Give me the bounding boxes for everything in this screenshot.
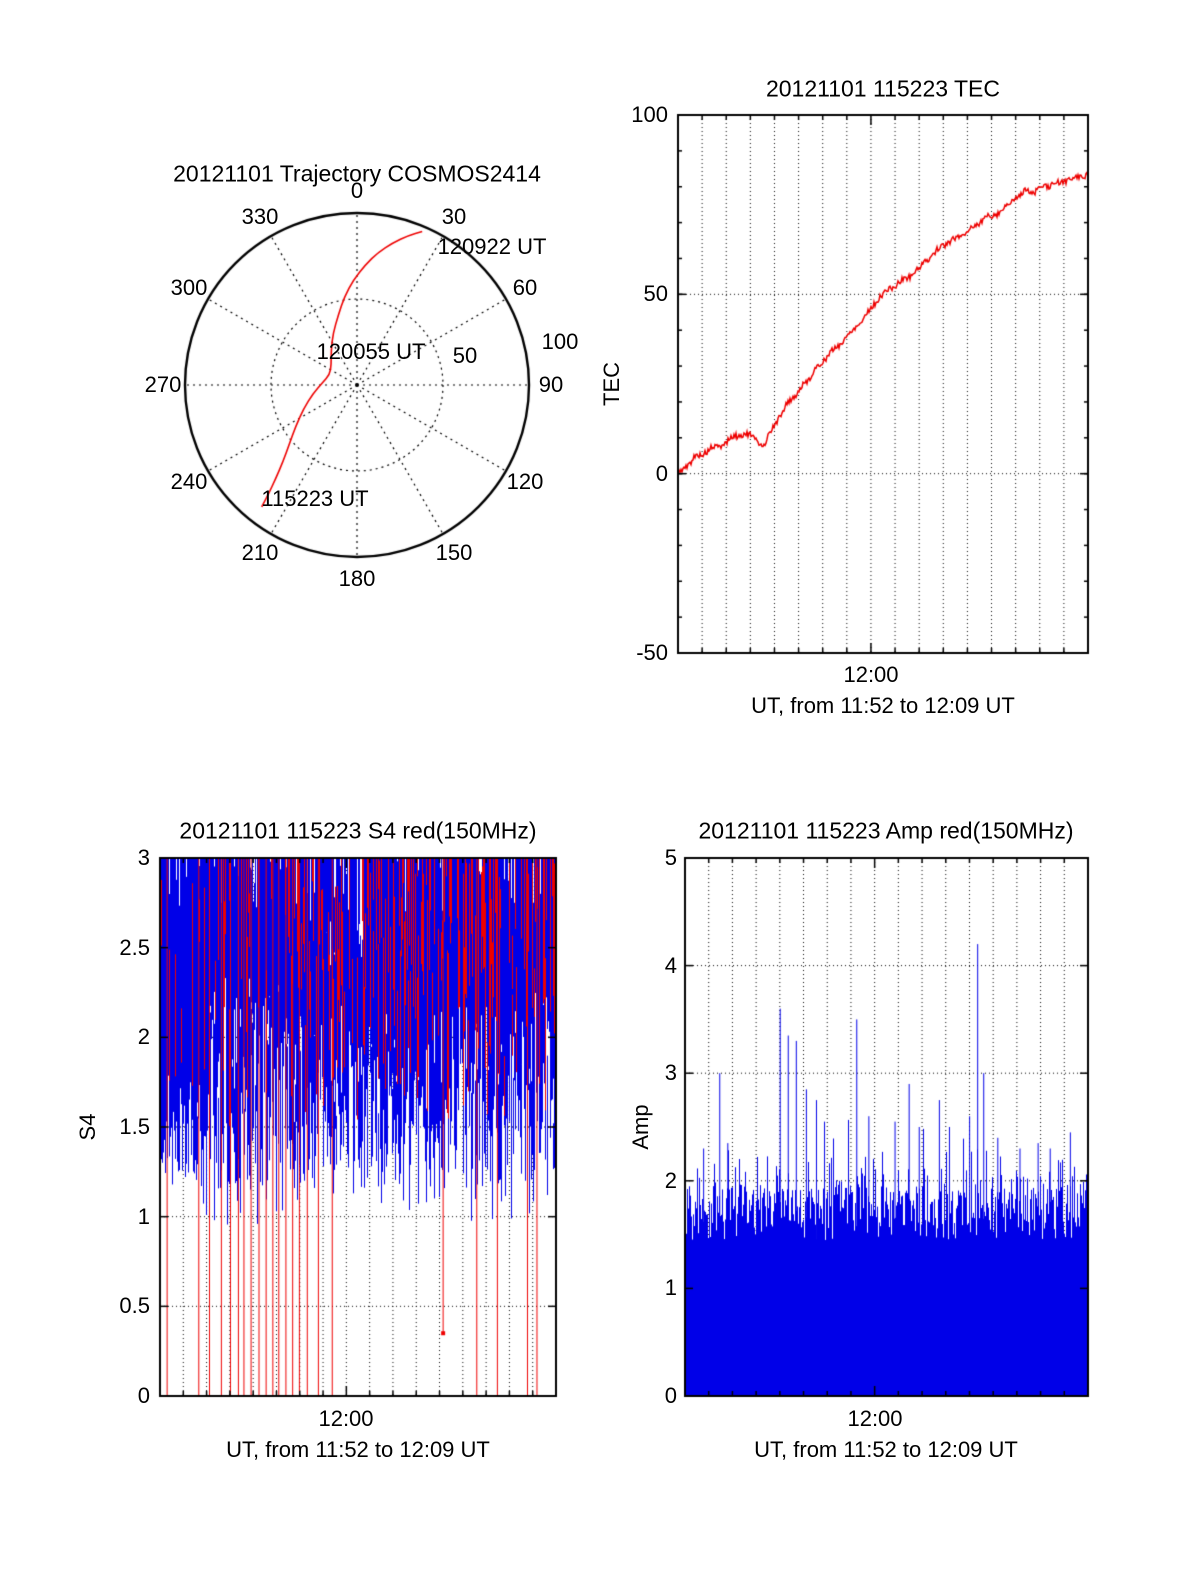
- amp-y-tick-label: 1: [664, 1275, 677, 1301]
- tec-y-tick-label: -50: [636, 640, 668, 665]
- azimuth-tick-label: 60: [512, 275, 538, 300]
- tec-y-axis-label: TEC: [599, 362, 624, 406]
- azimuth-tick-label: 30: [441, 203, 467, 229]
- trajectory-time-annotation: 120055 UT: [316, 339, 426, 364]
- azimuth-tick-label: 330: [241, 203, 279, 229]
- tec-x-major-tick-label: 12:00: [843, 662, 899, 687]
- amp-x-axis-label: UT, from 11:52 to 12:09 UT: [754, 1437, 1018, 1462]
- azimuth-tick-label: 210: [241, 540, 279, 565]
- s4-x-axis-label: UT, from 11:52 to 12:09 UT: [226, 1437, 490, 1462]
- polar-plot-title: 20121101 Trajectory COSMOS2414: [173, 160, 541, 187]
- azimuth-tick-label: 150: [435, 540, 473, 565]
- radial-tick-label: 50: [452, 343, 478, 368]
- tec-y-tick-label: 100: [631, 102, 668, 127]
- s4-y-tick-label: 1: [137, 1203, 150, 1229]
- tec-plot-title: 20121101 115223 TEC: [765, 75, 1001, 102]
- azimuth-tick-label: 300: [170, 275, 208, 300]
- amp-y-axis-label: Amp: [628, 1104, 653, 1150]
- tec-x-axis-label: UT, from 11:52 to 12:09 UT: [751, 693, 1015, 718]
- azimuth-tick-label: 120: [506, 469, 544, 494]
- amp-plot-title: 20121101 115223 Amp red(150MHz): [698, 817, 1074, 844]
- amp-y-tick-label: 3: [664, 1060, 677, 1086]
- radial-tick-label: 100: [541, 329, 579, 354]
- azimuth-tick-label: 270: [144, 372, 182, 397]
- s4-y-tick-label: 3: [137, 845, 150, 870]
- s4-y-tick-label: 2.5: [119, 934, 150, 960]
- s4-y-tick-label: 0.5: [119, 1293, 150, 1319]
- amp-y-tick-label: 2: [664, 1167, 677, 1193]
- s4-y-tick-label: 0: [137, 1383, 150, 1408]
- amp-y-tick-label: 4: [664, 952, 677, 978]
- azimuth-tick-label: 240: [170, 469, 208, 494]
- azimuth-tick-label: 0: [350, 178, 364, 203]
- s4-y-axis-label: S4: [75, 1113, 100, 1141]
- s4-x-major-tick-label: 12:00: [318, 1406, 374, 1431]
- s4-y-tick-label: 2: [137, 1024, 150, 1050]
- azimuth-tick-label: 90: [538, 372, 564, 397]
- amp-x-major-tick-label: 12:00: [847, 1406, 903, 1431]
- amp-y-tick-label: 5: [664, 845, 677, 870]
- s4-y-tick-label: 1.5: [119, 1114, 150, 1139]
- trajectory-time-annotation: 115223 UT: [261, 486, 369, 511]
- tec-y-tick-label: 50: [643, 281, 668, 307]
- s4-plot-title: 20121101 115223 S4 red(150MHz): [179, 817, 537, 844]
- trajectory-time-annotation: 120922 UT: [437, 234, 547, 259]
- amp-y-tick-label: 0: [664, 1383, 677, 1408]
- azimuth-tick-label: 180: [338, 566, 376, 591]
- tec-y-tick-label: 0: [655, 460, 668, 486]
